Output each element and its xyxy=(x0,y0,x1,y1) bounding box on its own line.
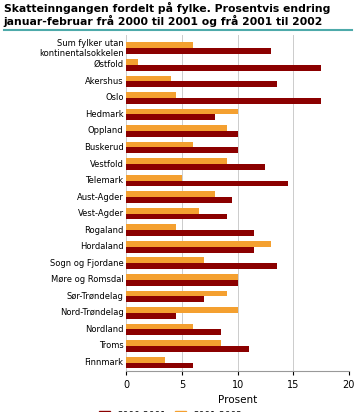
Bar xyxy=(126,48,271,54)
Bar xyxy=(126,241,271,247)
Bar xyxy=(126,214,226,220)
Bar xyxy=(126,340,221,346)
X-axis label: Prosent: Prosent xyxy=(218,396,257,405)
Bar xyxy=(126,164,266,170)
Bar xyxy=(126,109,238,115)
Bar xyxy=(126,180,288,186)
Bar xyxy=(126,208,199,214)
Text: Skatteinngangen fordelt på fylke. Prosentvis endring: Skatteinngangen fordelt på fylke. Prosen… xyxy=(4,2,330,14)
Bar xyxy=(126,131,238,137)
Bar xyxy=(126,357,165,363)
Bar xyxy=(126,158,226,164)
Bar xyxy=(126,290,226,296)
Bar xyxy=(126,59,137,65)
Legend: 2000-2001, 2001-2002: 2000-2001, 2001-2002 xyxy=(96,407,246,412)
Text: januar-februar frå 2000 til 2001 og frå 2001 til 2002: januar-februar frå 2000 til 2001 og frå … xyxy=(4,15,323,27)
Bar xyxy=(126,258,204,263)
Bar xyxy=(126,115,215,120)
Bar xyxy=(126,92,177,98)
Bar xyxy=(126,147,238,153)
Bar xyxy=(126,274,238,280)
Bar xyxy=(126,296,204,302)
Bar xyxy=(126,42,193,48)
Bar xyxy=(126,125,226,131)
Bar xyxy=(126,307,238,313)
Bar xyxy=(126,65,321,70)
Bar xyxy=(126,247,254,253)
Bar xyxy=(126,191,215,197)
Bar xyxy=(126,280,238,286)
Bar xyxy=(126,81,277,87)
Bar xyxy=(126,346,249,352)
Bar xyxy=(126,330,221,335)
Bar xyxy=(126,324,193,330)
Bar xyxy=(126,313,177,319)
Bar xyxy=(126,230,254,236)
Bar xyxy=(126,175,182,180)
Bar xyxy=(126,263,277,269)
Bar xyxy=(126,363,193,368)
Bar xyxy=(126,98,321,104)
Bar xyxy=(126,197,232,203)
Bar xyxy=(126,225,177,230)
Bar xyxy=(126,75,171,81)
Bar xyxy=(126,142,193,147)
